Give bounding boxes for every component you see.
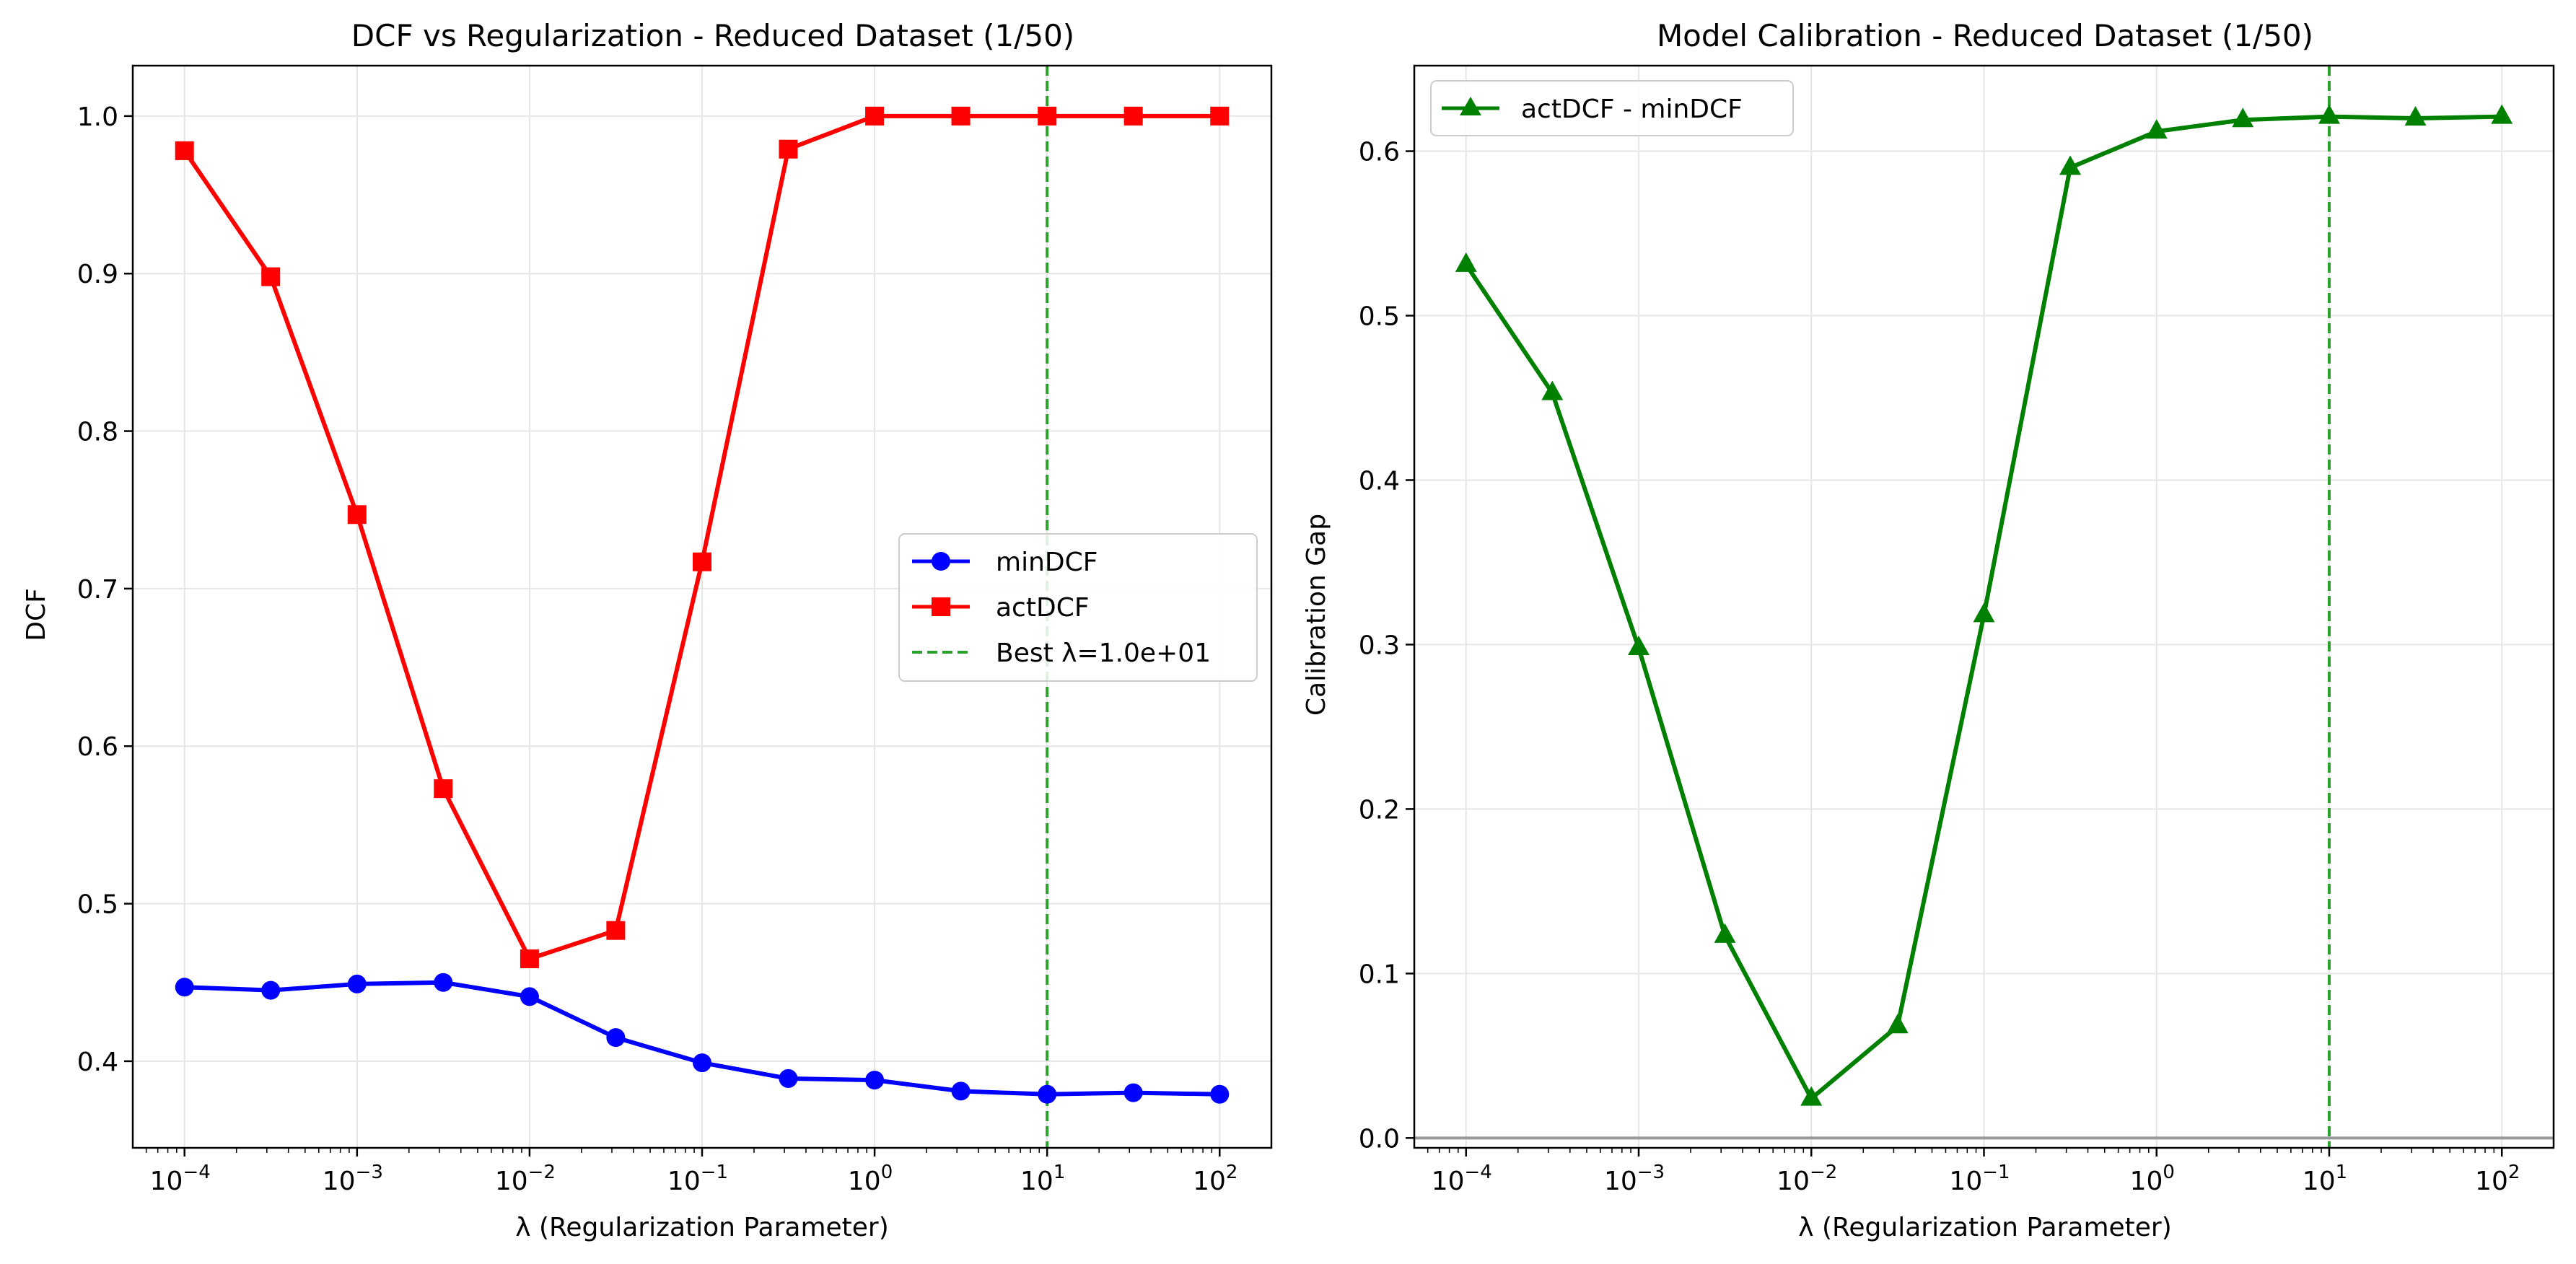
right-data-point-actdcf-mindcf-5 (1886, 1014, 1909, 1034)
left-y-tick-label-3: 0.7 (77, 575, 118, 605)
right-x-tick-label-4: 100 (2130, 1162, 2175, 1196)
chart-right-title: Model Calibration - Reduced Dataset (1/5… (1657, 18, 2313, 53)
left-data-point-mindcf-1 (261, 980, 281, 1000)
right-y-tick-label-0: 0.0 (1359, 1124, 1400, 1154)
chart-right-legend-box (1430, 80, 1794, 136)
right-data-point-actdcf-mindcf-6 (1973, 602, 1995, 623)
left-data-point-actdcf-10 (1038, 106, 1057, 126)
left-data-point-actdcf-1 (261, 267, 281, 286)
right-data-point-actdcf-mindcf-10 (2318, 104, 2340, 124)
legend-gap-label: actDCF - minDCF (1521, 95, 1743, 124)
right-data-point-actdcf-mindcf-0 (1455, 252, 1477, 272)
right-y-tick-label-6: 0.6 (1359, 138, 1400, 167)
left-data-point-mindcf-2 (347, 974, 367, 993)
chart-left-title: DCF vs Regularization - Reduced Dataset … (351, 18, 1074, 53)
chart-right: Model Calibration - Reduced Dataset (1/5… (1302, 18, 2555, 1242)
right-data-point-actdcf-mindcf-11 (2404, 105, 2427, 126)
chart-left-x-axis-label: λ (Regularization Parameter) (515, 1213, 889, 1242)
right-data-point-actdcf-mindcf-12 (2491, 104, 2513, 124)
left-data-point-actdcf-5 (606, 921, 626, 940)
right-x-tick-label-6: 102 (2475, 1162, 2520, 1196)
right-data-point-actdcf-mindcf-3 (1714, 923, 1736, 943)
left-x-tick-label-2: 10−2 (495, 1162, 556, 1196)
right-data-point-actdcf-mindcf-9 (2232, 107, 2254, 128)
legend-actdcf-marker (932, 597, 950, 616)
chart-left-x-ticks: 10−4 10−3 10−2 10−1 100 101 102 (145, 1148, 1237, 1196)
right-y-tick-label-4: 0.4 (1359, 466, 1400, 496)
left-y-tick-label-2: 0.6 (77, 732, 118, 762)
chart-right-y-ticks: 0.0 0.1 0.2 0.3 0.4 0.5 0.6 (1359, 138, 1414, 1154)
left-y-tick-label-6: 1.0 (77, 102, 118, 132)
left-data-point-actdcf-3 (434, 779, 453, 799)
left-x-tick-label-4: 100 (848, 1162, 893, 1196)
legend-best-lambda-label: Best λ=1.0e+01 (996, 638, 1211, 668)
chart-left: DCF vs Regularization - Reduced Dataset … (22, 18, 1273, 1242)
left-data-point-mindcf-12 (1210, 1084, 1230, 1104)
right-x-tick-label-2: 10−2 (1777, 1162, 1837, 1196)
chart-right-markers (1455, 104, 2513, 1106)
left-y-tick-label-1: 0.5 (77, 890, 118, 920)
left-data-point-actdcf-4 (520, 949, 539, 968)
right-data-point-actdcf-mindcf-8 (2145, 119, 2168, 139)
right-data-point-actdcf-mindcf-2 (1628, 635, 1650, 655)
right-x-tick-label-3: 10−1 (1949, 1162, 2010, 1196)
right-x-tick-label-0: 10−4 (1432, 1162, 1492, 1196)
left-data-point-mindcf-6 (693, 1053, 711, 1073)
right-x-tick-label-5: 101 (2303, 1162, 2347, 1196)
left-data-point-mindcf-0 (175, 978, 194, 997)
legend-gap-marker (1460, 97, 1481, 115)
chart-left-markers (175, 106, 1230, 1104)
legend-actdcf-label: actDCF (996, 593, 1090, 623)
left-data-point-mindcf-8 (865, 1071, 885, 1090)
right-y-tick-label-5: 0.5 (1359, 302, 1400, 332)
right-y-tick-label-1: 0.1 (1359, 960, 1400, 989)
left-data-point-actdcf-12 (1210, 106, 1230, 126)
right-data-point-actdcf-mindcf-4 (1800, 1086, 1823, 1106)
left-data-point-actdcf-7 (779, 139, 798, 159)
left-data-point-actdcf-8 (865, 106, 885, 126)
left-data-point-mindcf-4 (520, 987, 539, 1006)
left-data-point-actdcf-9 (951, 106, 971, 126)
left-data-point-mindcf-10 (1038, 1084, 1057, 1104)
chart-right-x-ticks: 10−4 10−3 10−2 10−1 100 101 102 (1427, 1148, 2520, 1196)
left-x-tick-label-5: 101 (1020, 1162, 1065, 1196)
left-x-tick-label-3: 10−1 (667, 1162, 728, 1196)
left-data-point-mindcf-7 (779, 1068, 798, 1088)
right-y-tick-label-3: 0.3 (1359, 631, 1400, 660)
chart-right-y-axis-label: Calibration Gap (1302, 514, 1331, 716)
left-data-point-actdcf-0 (175, 141, 194, 160)
chart-left-y-ticks: 0.4 0.5 0.6 0.7 0.8 0.9 1.0 (77, 102, 133, 1077)
chart-left-legend: minDCF actDCF Best λ=1.0e+01 (898, 533, 1258, 682)
left-data-point-mindcf-5 (606, 1028, 626, 1048)
left-data-point-mindcf-3 (434, 973, 453, 992)
left-y-tick-label-4: 0.8 (77, 418, 118, 447)
left-data-point-mindcf-9 (951, 1081, 971, 1101)
chart-left-y-axis-label: DCF (22, 588, 51, 641)
right-y-tick-label-2: 0.2 (1359, 795, 1400, 825)
left-data-point-actdcf-11 (1123, 106, 1143, 126)
left-x-tick-label-1: 10−3 (323, 1162, 383, 1196)
left-x-tick-label-0: 10−4 (150, 1162, 211, 1196)
left-y-tick-label-5: 0.9 (77, 260, 118, 289)
right-x-tick-label-1: 10−3 (1604, 1162, 1665, 1196)
left-x-tick-label-6: 102 (1193, 1162, 1237, 1196)
legend-mindcf-label: minDCF (996, 548, 1098, 577)
chart-right-x-axis-label: λ (Regularization Parameter) (1798, 1213, 2172, 1242)
left-data-point-actdcf-2 (347, 505, 367, 525)
right-data-point-actdcf-mindcf-7 (2059, 155, 2082, 175)
chart-right-legend: actDCF - minDCF (1430, 80, 1794, 136)
left-data-point-actdcf-6 (693, 552, 711, 571)
right-data-point-actdcf-mindcf-1 (1541, 380, 1564, 400)
legend-mindcf-marker (932, 552, 950, 571)
left-y-tick-label-0: 0.4 (77, 1048, 118, 1077)
left-data-point-mindcf-11 (1123, 1083, 1143, 1102)
chart-left-legend-box (898, 533, 1258, 682)
